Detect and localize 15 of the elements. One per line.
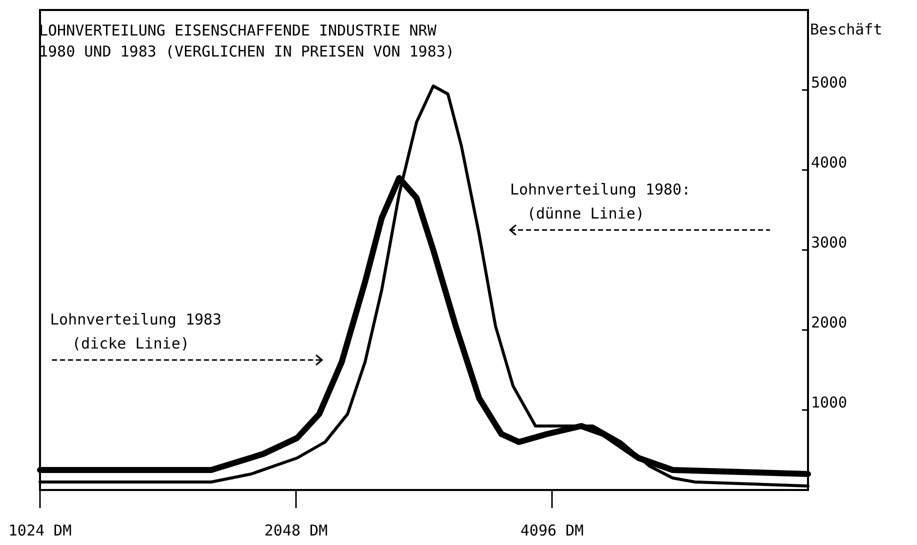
y-axis-title: Beschäft bbox=[810, 20, 882, 38]
y-tick-label: 1000 bbox=[811, 394, 848, 412]
y-tick-label: 2000 bbox=[811, 314, 848, 332]
y-tick-label: 3000 bbox=[811, 234, 848, 252]
annotation: (dicke Linie) bbox=[72, 334, 190, 352]
y-tick-label: 5000 bbox=[811, 74, 848, 92]
annotation: (dünne Linie) bbox=[527, 204, 644, 222]
annotation: Lohnverteilung 1980: bbox=[510, 180, 691, 198]
x-tick-label: 2048 DM bbox=[264, 522, 328, 540]
text: 1980 UND 1983 (VERGLICHEN IN PREISEN VON 1983) bbox=[39, 42, 454, 60]
x-tick-label: 1024 DM bbox=[8, 522, 72, 540]
annotation: Lohnverteilung 1983 bbox=[50, 310, 222, 328]
x-tick-label: 4096 DM bbox=[520, 522, 584, 540]
y-tick-label: 4000 bbox=[811, 154, 848, 172]
text: LOHNVERTEILUNG EISENSCHAFFENDE INDUSTRIE NRW bbox=[39, 22, 438, 40]
